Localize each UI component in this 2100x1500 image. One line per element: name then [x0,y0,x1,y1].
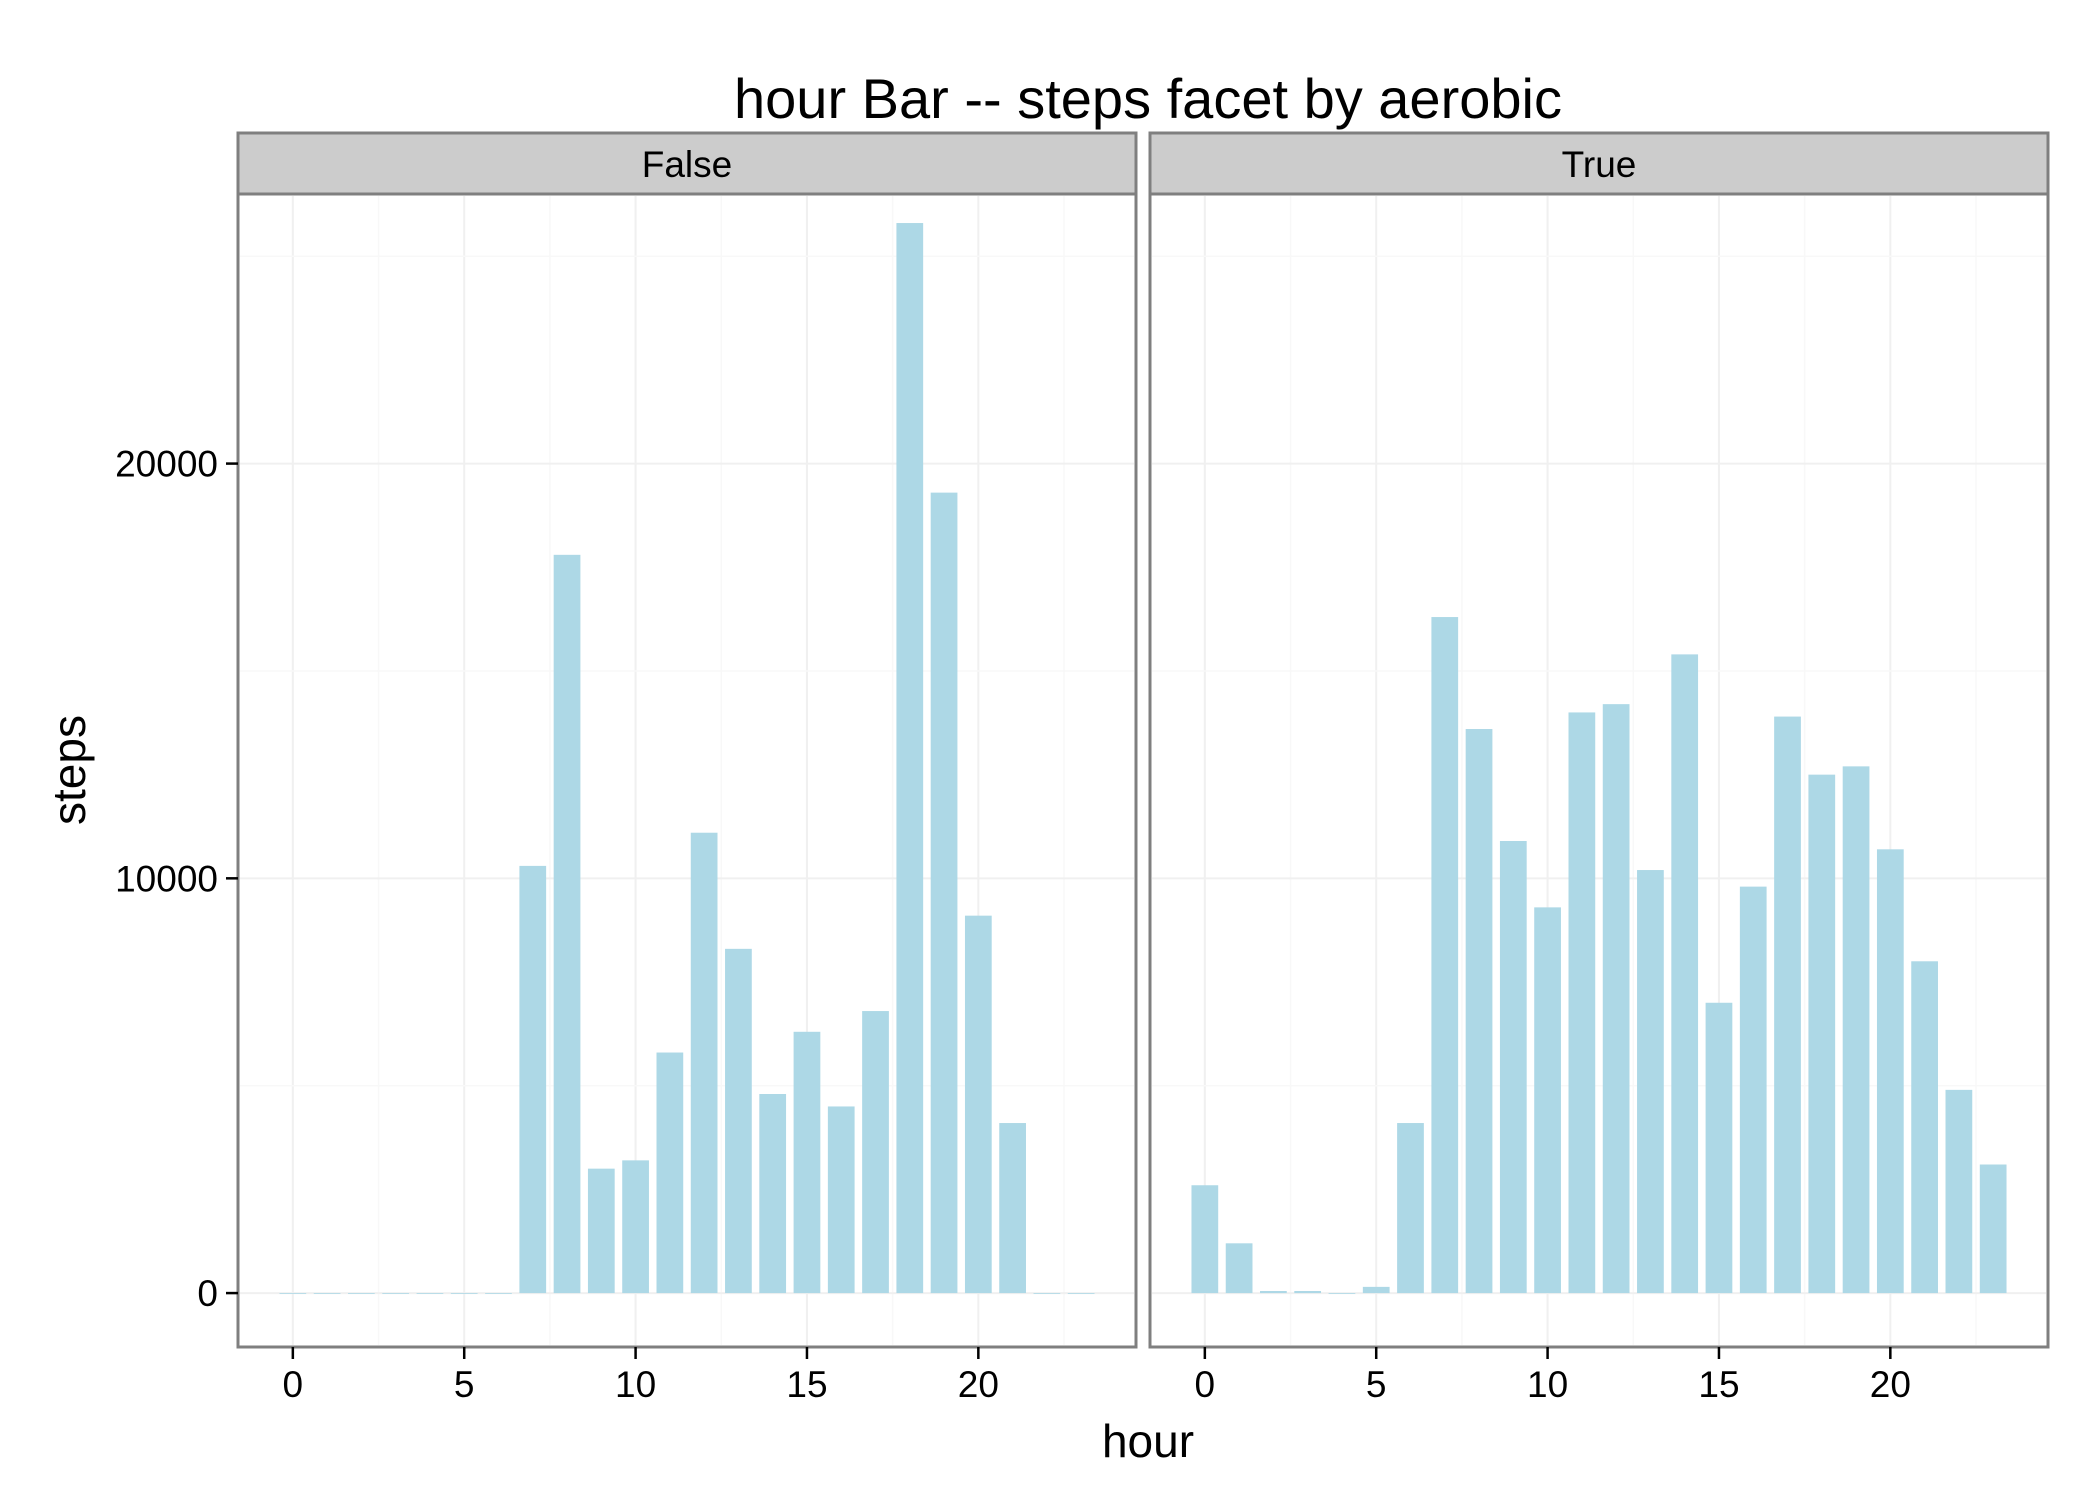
x-tick-label: 5 [1366,1364,1387,1405]
bars [1191,617,2007,1294]
bar [1876,849,1904,1294]
facet-panel-true: True 0 5 10 15 20 [1148,131,2050,1405]
bar [622,1160,649,1294]
facet-strip [236,131,1138,196]
facet-panel-false: False 0 5 10 15 20 [236,131,1138,1405]
bar [1225,1243,1253,1294]
x-tick-label: 15 [1698,1364,1739,1405]
x-tick-label: 0 [283,1364,304,1405]
bar [827,1106,855,1294]
bar [1465,729,1493,1294]
bar [348,1293,375,1294]
bar [690,832,718,1294]
facet-strip-label: True [1562,144,1637,185]
bar [1705,1002,1733,1294]
bar [1499,841,1527,1294]
bar [519,865,547,1294]
bar [313,1293,341,1294]
bar [1774,716,1801,1294]
bar [1534,907,1561,1294]
bar [553,554,581,1294]
bar [725,948,752,1294]
bar [1739,886,1767,1294]
x-tick-label: 15 [786,1364,827,1405]
x-tick-label: 10 [1527,1364,1568,1405]
bar [382,1293,410,1294]
bar [1637,870,1664,1294]
x-tick-label: 0 [1195,1364,1216,1405]
x-tick-label: 20 [958,1364,999,1405]
bar [1431,617,1459,1294]
bars [279,223,1095,1294]
bar [930,492,958,1294]
y-tick-label: 0 [197,1273,218,1314]
chart-title: hour Bar -- steps facet by aerobic [734,67,1562,130]
bar [896,223,924,1294]
bar [862,1011,889,1294]
x-tick-label: 5 [454,1364,475,1405]
bar [1397,1123,1424,1294]
bar [1979,1164,2007,1294]
bar [1945,1089,1973,1294]
x-axis-title: hour [1102,1415,1194,1467]
bar [1067,1293,1095,1294]
bar [416,1293,444,1294]
y-axis: 0 10000 20000 [115,444,238,1314]
bar [1033,1293,1061,1294]
bar [1294,1291,1322,1294]
bar [1362,1286,1390,1294]
bar [1260,1291,1287,1294]
bar [1191,1185,1219,1294]
bar [793,1031,821,1294]
x-tick-label: 20 [1870,1364,1911,1405]
bar [1808,774,1836,1294]
bar [656,1052,684,1294]
bar [485,1293,512,1294]
facet-strip [1148,131,2050,196]
bar [1328,1293,1356,1294]
y-axis-title: steps [43,715,95,825]
bar [279,1293,307,1294]
facet-strip-label: False [642,144,732,185]
x-axis: 0 5 10 15 20 [1195,1347,1911,1405]
bar [1568,712,1596,1294]
bar [964,915,992,1294]
x-axis: 0 5 10 15 20 [283,1347,999,1405]
bar [450,1293,478,1294]
y-tick-label: 10000 [115,858,218,899]
bar [759,1094,787,1294]
bar [999,1123,1026,1294]
bar [1842,766,1870,1294]
facet-panels: False 0 5 10 15 20 True 0 5 10 15 20 [236,131,2050,1405]
x-tick-label: 10 [615,1364,656,1405]
bar [1602,704,1630,1294]
y-tick-label: 20000 [115,444,218,485]
bar [1671,654,1699,1294]
bar [1911,961,1938,1294]
bar [587,1168,615,1294]
